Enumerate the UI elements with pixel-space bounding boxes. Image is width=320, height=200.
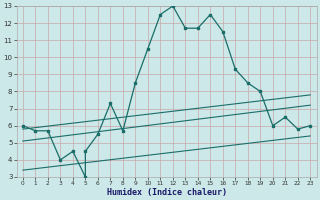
X-axis label: Humidex (Indice chaleur): Humidex (Indice chaleur) (107, 188, 227, 197)
